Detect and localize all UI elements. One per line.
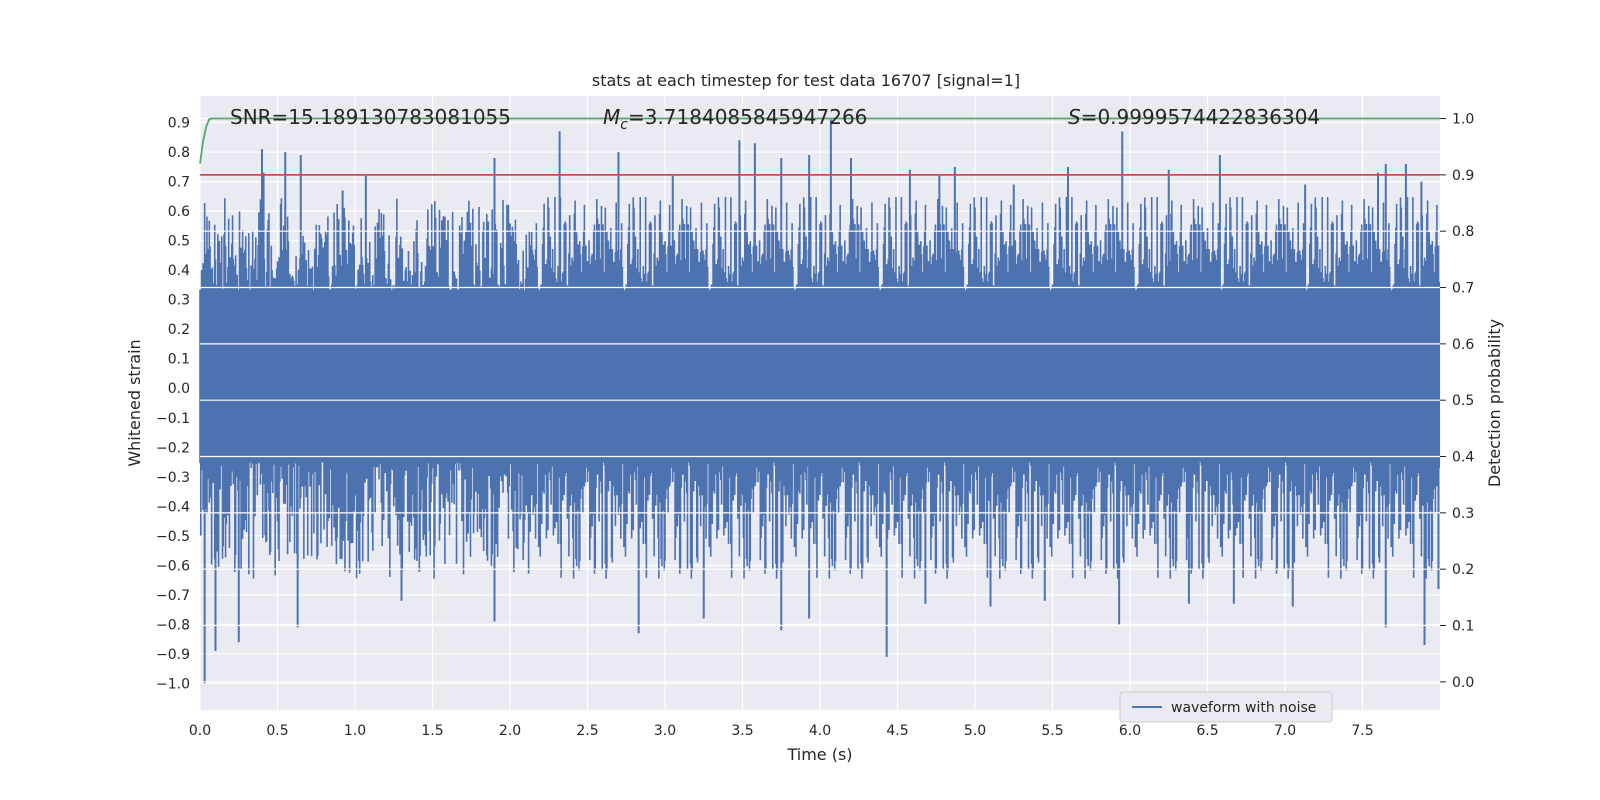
- legend-box: [1119, 691, 1333, 723]
- y-left-tick-label: 0.0: [168, 381, 190, 397]
- y-left-tick-label: −0.2: [156, 440, 190, 456]
- x-tick-label: 3.5: [731, 723, 753, 739]
- y-left-tick-label: −1.0: [156, 676, 190, 692]
- y-right-tick-label: 0.4: [1452, 450, 1474, 466]
- detection-probability-line: [199, 117, 1440, 164]
- y-right-tick-label: 0.7: [1452, 281, 1474, 297]
- x-tick-label: 5.5: [1041, 723, 1063, 739]
- y-left-tick-label: 0.5: [168, 234, 190, 250]
- left-axis-ticks: 0.9 0.8 0.7 0.6 0.5 0.4 0.3 0.2 0.1 0.0 −0.1 −0.2 −0…: [156, 116, 190, 693]
- y-left-tick-label: 0.9: [168, 116, 190, 132]
- y-right-tick-label: 0.8: [1452, 224, 1474, 240]
- y-left-tick-label: −0.9: [156, 647, 190, 663]
- y-left-tick-label: −0.8: [156, 617, 190, 633]
- s-annotation: S=0.9999574422836304: [1068, 105, 1320, 129]
- y-left-tick-label: 0.4: [168, 263, 190, 279]
- y-left-tick-label: 0.6: [168, 204, 190, 220]
- y-left-tick-label: −0.6: [156, 558, 190, 574]
- x-tick-label: 4.0: [809, 723, 831, 739]
- waveform-core: [200, 290, 1440, 463]
- y-axis-label-left: Whitened strain: [125, 339, 144, 466]
- chirp-mass-annotation: Mc=3.7184085845947266: [603, 105, 867, 133]
- x-tick-label: 2.0: [499, 723, 521, 739]
- x-tick-label: 6.0: [1119, 723, 1141, 739]
- x-tick-label: 3.0: [654, 723, 676, 739]
- y-left-tick-label: −0.7: [156, 588, 190, 604]
- s-value: =0.9999574422836304: [1081, 105, 1320, 129]
- mc-subscript: c: [620, 117, 628, 133]
- x-tick-label: 2.5: [576, 723, 598, 739]
- y-left-tick-label: −0.4: [156, 499, 190, 515]
- x-tick-label: 1.0: [344, 723, 366, 739]
- y-right-tick-label: 1.0: [1452, 112, 1474, 128]
- chart-title: stats at each timestep for test data 167…: [592, 71, 1020, 90]
- snr-annotation: SNR=15.189130783081055: [230, 105, 511, 129]
- waveform-series: [199, 119, 1441, 684]
- legend: waveform with noise: [1119, 691, 1333, 723]
- y-left-tick-label: −0.3: [156, 470, 190, 486]
- x-tick-label: 4.5: [886, 723, 908, 739]
- mc-symbol: M: [603, 105, 620, 129]
- x-tick-label: 5.0: [964, 723, 986, 739]
- s-symbol: S: [1068, 105, 1081, 129]
- y-left-tick-label: 0.7: [168, 175, 190, 191]
- y-left-tick-label: −0.5: [156, 529, 190, 545]
- y-left-tick-label: 0.8: [168, 145, 190, 161]
- y-right-tick-label: 0.6: [1452, 337, 1474, 353]
- y-right-tick-label: 0.3: [1452, 506, 1474, 522]
- y-left-tick-label: 0.2: [168, 322, 190, 338]
- y-axis-label-right: Detection probability: [1485, 319, 1504, 487]
- legend-label: waveform with noise: [1171, 700, 1316, 716]
- x-tick-label: 0.0: [189, 723, 211, 739]
- y-left-tick-label: −0.1: [156, 411, 190, 427]
- x-axis-label: Time (s): [786, 745, 852, 764]
- x-axis-ticks: 0.0 0.5 1.0 1.5 2.0 2.5 3.0 3.5 4.0 4.5 5.0 5.5 6.0 6…: [189, 723, 1374, 739]
- x-tick-label: 7.0: [1274, 723, 1296, 739]
- x-tick-label: 1.5: [421, 723, 443, 739]
- y-right-tick-label: 0.1: [1452, 619, 1474, 635]
- y-left-tick-label: 0.3: [168, 293, 190, 309]
- y-left-tick-label: 0.1: [168, 352, 190, 368]
- y-right-tick-label: 0.0: [1452, 675, 1474, 691]
- x-tick-label: 0.5: [266, 723, 288, 739]
- y-right-tick-label: 0.2: [1452, 562, 1474, 578]
- right-axis-ticks: 1.0 0.9 0.8 0.7 0.6 0.5 0.4 0.3 0.2 0.1 0.0: [1440, 112, 1474, 691]
- y-right-tick-label: 0.5: [1452, 393, 1474, 409]
- right-axis-lines: [199, 117, 1440, 683]
- x-tick-label: 7.5: [1351, 723, 1373, 739]
- mc-value: =3.7184085845947266: [628, 105, 867, 129]
- x-tick-label: 6.5: [1196, 723, 1218, 739]
- y-right-tick-label: 0.9: [1452, 168, 1474, 184]
